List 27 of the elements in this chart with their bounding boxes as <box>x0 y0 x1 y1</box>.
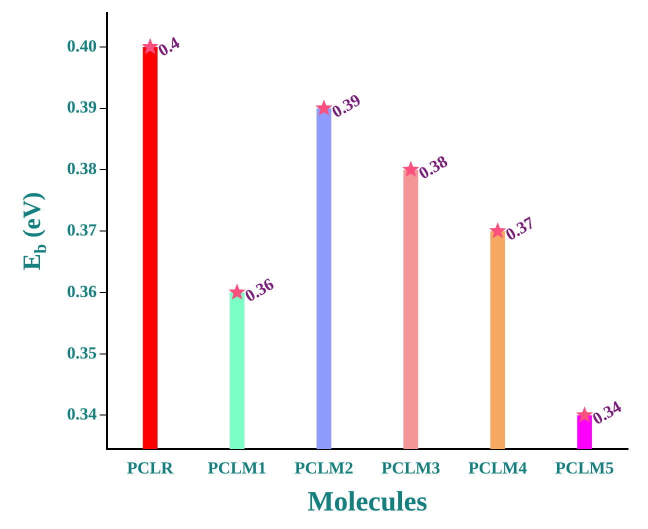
x-tick-label: PCLM4 <box>468 458 528 478</box>
y-tick-label: 0.39 <box>67 98 97 117</box>
point <box>490 223 506 238</box>
x-tick-label: PCLM1 <box>208 458 266 478</box>
point <box>576 407 592 422</box>
y-tick-label: 0.37 <box>67 220 98 240</box>
x-axis-title: Molecules <box>308 486 428 518</box>
y-tick-label: 0.40 <box>67 36 97 56</box>
x-tick-label: PCLM5 <box>555 458 614 478</box>
x-tick-label: PCLR <box>127 458 174 478</box>
data-label: 0.37 <box>502 212 538 244</box>
y-tick-label: 0.35 <box>67 343 97 362</box>
data-label: 0.38 <box>416 152 451 183</box>
data-label: 0.34 <box>589 396 625 429</box>
point <box>403 162 418 176</box>
point <box>142 38 158 54</box>
data-label: 0.4 <box>154 32 184 60</box>
point <box>229 284 245 300</box>
data-label: 0.36 <box>242 274 278 306</box>
x-tick-label: PCLM3 <box>382 458 440 478</box>
y-tick-label: 0.34 <box>67 404 98 424</box>
y-tick-label: 0.36 <box>67 282 97 301</box>
data-label: 0.39 <box>328 90 364 122</box>
y-tick-label: 0.38 <box>67 159 97 178</box>
y-axis-title: Eb (eV) <box>19 192 50 270</box>
point <box>316 100 332 115</box>
x-tick-label: PCLM2 <box>294 458 354 478</box>
